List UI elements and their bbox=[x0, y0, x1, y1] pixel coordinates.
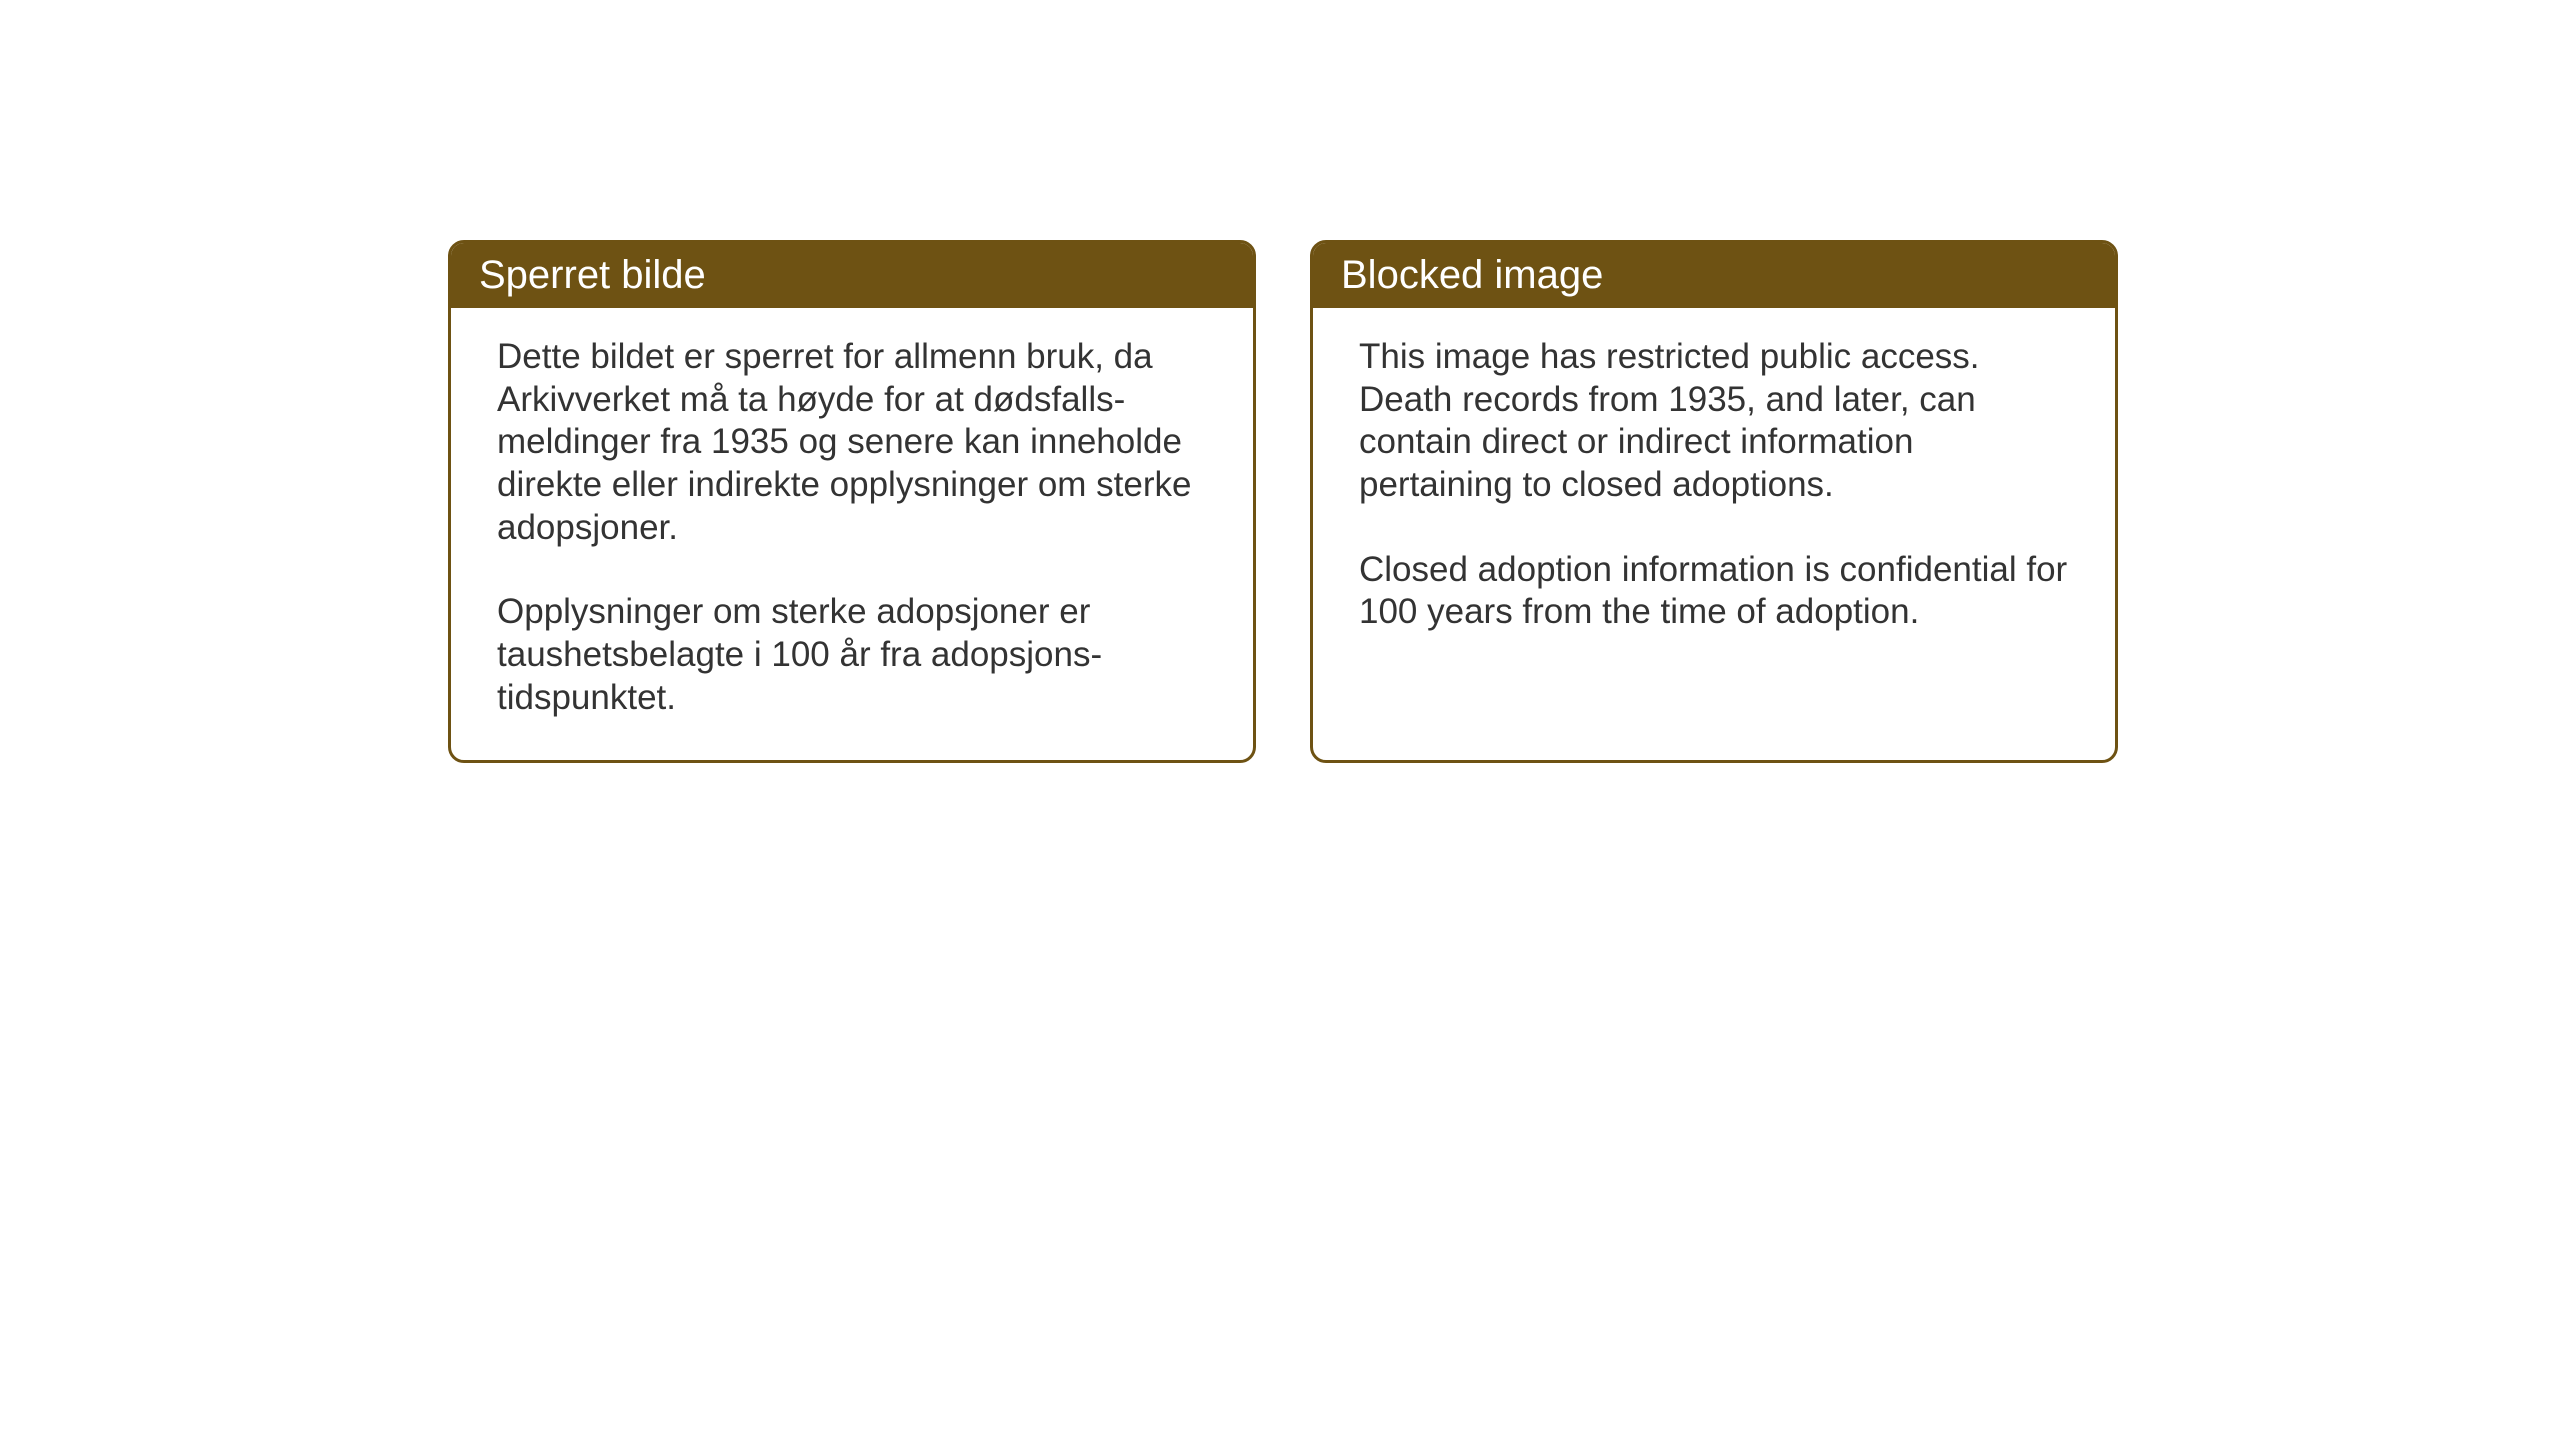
notice-card-english: Blocked image This image has restricted … bbox=[1310, 240, 2118, 763]
paragraph-1-english: This image has restricted public access.… bbox=[1359, 336, 2069, 507]
card-body-norwegian: Dette bildet er sperret for allmenn bruk… bbox=[451, 308, 1253, 760]
card-header-norwegian: Sperret bilde bbox=[451, 243, 1253, 308]
paragraph-2-norwegian: Opplysninger om sterke adopsjoner er tau… bbox=[497, 591, 1207, 719]
notice-card-norwegian: Sperret bilde Dette bildet er sperret fo… bbox=[448, 240, 1256, 763]
card-title-norwegian: Sperret bilde bbox=[479, 253, 706, 297]
card-body-english: This image has restricted public access.… bbox=[1313, 308, 2115, 674]
paragraph-1-norwegian: Dette bildet er sperret for allmenn bruk… bbox=[497, 336, 1207, 549]
card-title-english: Blocked image bbox=[1341, 253, 1603, 297]
card-header-english: Blocked image bbox=[1313, 243, 2115, 308]
notice-container: Sperret bilde Dette bildet er sperret fo… bbox=[448, 240, 2118, 763]
paragraph-2-english: Closed adoption information is confident… bbox=[1359, 549, 2069, 634]
